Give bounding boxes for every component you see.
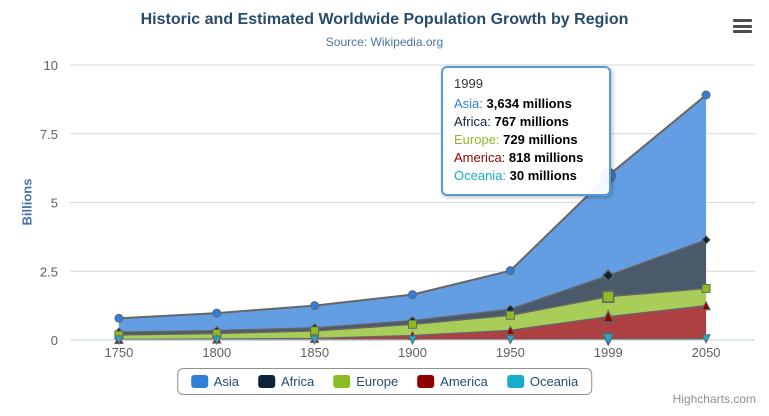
tooltip-row: Europe: 729 millions [454,131,598,149]
tooltip-series-name: Asia: [454,96,483,111]
marker-europe-2050[interactable] [701,283,711,293]
x-axis-category-label: 1999 [594,345,623,360]
x-axis-category-label: 1900 [398,345,427,360]
tooltip-series-name: America: [454,150,506,165]
tooltip-row: Africa: 767 millions [454,113,598,131]
x-axis-category-label: 2050 [692,345,721,360]
legend-item-europe[interactable]: Europe [333,374,398,389]
marker-africa-1999[interactable] [601,268,615,283]
marker-america-1950[interactable] [505,325,516,335]
legend-symbol-europe [333,375,351,388]
marker-europe-1999[interactable] [601,290,615,303]
chart-title: Historic and Estimated Worldwide Populat… [140,11,629,28]
marker-america-2050[interactable] [701,300,711,311]
legend-label: Asia [213,374,240,389]
legend-label: Oceania [529,374,579,389]
legend-symbol-america [417,375,435,388]
tooltip-series-value: 3,634 millions [486,96,572,111]
legend-label: America [440,374,488,389]
x-axis-category-label: 1850 [300,345,329,360]
marker-asia-1900[interactable] [408,290,417,300]
legend: Asia Africa Europe America Oceania [176,368,593,395]
marker-asia-2050[interactable] [701,90,711,100]
tooltip-series-value: 729 millions [503,132,578,147]
marker-oceania-1999[interactable] [601,332,616,347]
legend-item-oceania[interactable]: Oceania [506,374,579,389]
tooltip-series-name: Europe: [454,132,500,147]
tooltip-series-value: 767 millions [494,114,569,129]
marker-oceania-1800[interactable] [211,335,222,346]
x-axis-category-label: 1800 [202,345,231,360]
tooltip: 1999 Asia: 3,634 millions Africa: 767 mi… [441,66,611,196]
y-axis-tick-label: 7.5 [40,127,58,142]
hamburger-icon[interactable] [733,19,752,33]
marker-asia-1800[interactable] [212,308,222,318]
area-america[interactable] [118,305,707,340]
y-axis-tick-label: 2.5 [40,264,58,279]
tooltip-row: Asia: 3,634 millions [454,95,598,113]
marker-asia-1750[interactable] [114,313,124,323]
tooltip-header: 1999 [454,76,483,91]
marker-oceania-1850[interactable] [309,335,320,346]
tooltip-row: Oceania: 30 millions [454,167,598,185]
legend-symbol-africa [258,375,276,388]
tooltip-series-name: Africa: [454,114,491,129]
marker-oceania-2050[interactable] [701,334,711,344]
y-axis-tick-label: 0 [51,333,58,348]
marker-oceania-1900[interactable] [407,335,418,345]
legend-item-asia[interactable]: Asia [190,374,240,389]
legend-symbol-oceania [506,375,524,388]
legend-label: Africa [281,374,315,389]
marker-europe-1950[interactable] [505,310,515,320]
y-axis-tick-label: 5 [51,196,58,211]
marker-america-1999[interactable] [601,309,616,323]
credits-link[interactable]: Highcharts.com [672,392,756,406]
area-asia[interactable] [118,95,707,333]
area-africa[interactable] [118,239,707,335]
legend-item-africa[interactable]: Africa [258,374,314,389]
chart-subtitle: Source: Wikipedia.org [325,35,444,49]
x-axis-category-label: 1950 [496,345,525,360]
marker-oceania-1950[interactable] [505,335,516,345]
x-axis-category-label: 1750 [104,345,133,360]
y-axis-tick-label: 10 [44,58,58,73]
marker-africa-2050[interactable] [701,235,711,245]
legend-label: Europe [356,374,399,389]
marker-europe-1900[interactable] [408,319,417,329]
legend-symbol-asia [190,375,208,388]
marker-asia-1950[interactable] [505,266,515,276]
legend-item-america[interactable]: America [417,374,488,389]
tooltip-series-value: 818 millions [508,150,584,165]
tooltip-series-name: Oceania: [454,168,507,183]
marker-oceania-1750[interactable] [114,335,124,346]
tooltip-row: America: 818 millions [454,149,598,167]
tooltip-series-value: 30 millions [509,168,577,183]
marker-asia-1850[interactable] [310,301,320,311]
